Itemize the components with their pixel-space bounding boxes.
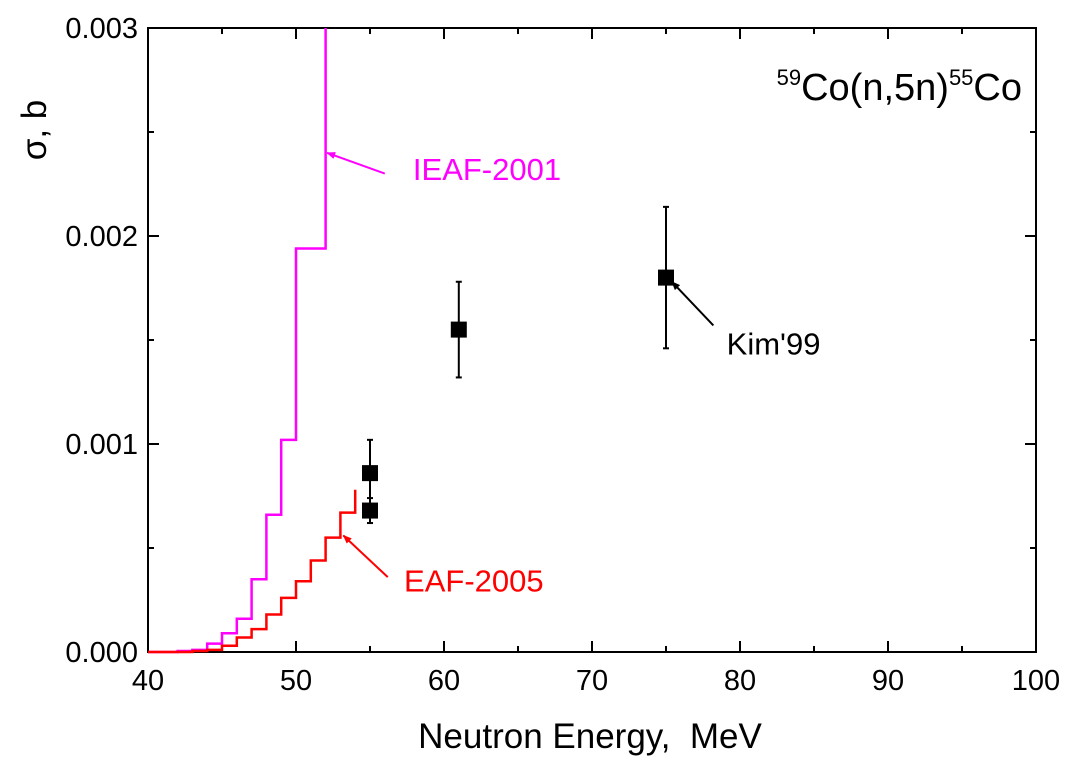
y-axis-title: σ, b <box>15 100 54 161</box>
y-tick-label: 0.000 <box>65 637 138 669</box>
x-tick-label: 90 <box>872 665 904 697</box>
reaction-mass-out: 55 <box>949 65 973 90</box>
annotation-layer: IEAF-2001 EAF-2005 Kim'99 <box>326 151 821 599</box>
data-point-marker <box>362 465 378 482</box>
y-tick-label: 0.003 <box>65 13 138 45</box>
x-tick-label: 80 <box>724 665 756 697</box>
annotation-arrow <box>342 534 389 578</box>
x-tick-label: 40 <box>132 665 164 697</box>
y-tick-label: 0.001 <box>65 429 138 461</box>
reaction-element-out: Co <box>973 67 1022 109</box>
annotation-label: Kim'99 <box>727 327 821 362</box>
x-tick-label: 70 <box>576 665 608 697</box>
y-tick-label: 0.002 <box>65 221 138 253</box>
plot-frame <box>147 27 1037 653</box>
axes: 40 50 60 70 80 90 100 0.000 0.001 0.002 0.003 <box>65 13 1060 697</box>
x-tick-label: 50 <box>280 665 312 697</box>
data-point-marker <box>658 269 674 286</box>
series-eaf-2005-line <box>148 489 357 654</box>
data-point-marker <box>450 321 467 338</box>
series-ieaf-2001-line <box>148 28 327 654</box>
annotation-label: EAF-2005 <box>404 564 544 599</box>
reaction-mass-in: 59 <box>777 65 801 90</box>
annotation-label: IEAF-2001 <box>413 152 561 187</box>
x-tick-label: 100 <box>1012 665 1060 697</box>
series-layer <box>148 28 674 654</box>
annotation-arrow <box>671 281 715 327</box>
x-tick-label: 60 <box>428 665 460 697</box>
x-axis-title: Neutron Energy, MeV <box>418 717 762 756</box>
annotation-arrow <box>326 151 386 175</box>
reaction-label: 59Co(n,5n)55Co <box>777 65 1022 109</box>
reaction-core: Co(n,5n) <box>801 67 949 109</box>
data-point-marker <box>362 502 378 519</box>
